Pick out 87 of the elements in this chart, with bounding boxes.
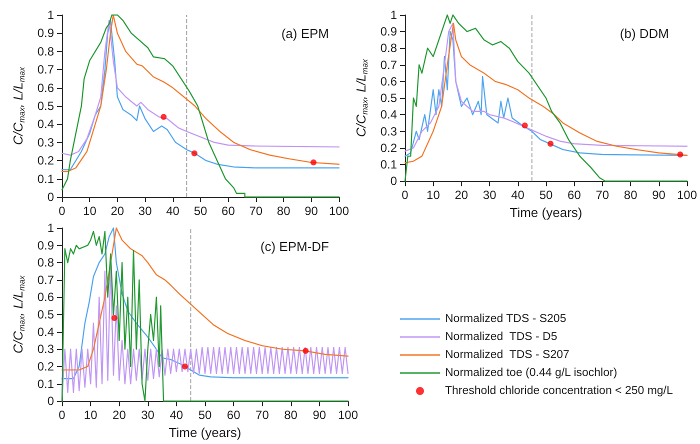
x-tick-label: 10 xyxy=(83,204,97,218)
y-tick-label: 0.8 xyxy=(37,256,54,270)
y-tick-label: 0.7 xyxy=(37,62,54,77)
point xyxy=(191,150,198,156)
legend-label: Normalized toe (0.44 g/L isochlor) xyxy=(445,367,618,379)
x-tick-label: 0 xyxy=(58,408,66,422)
y-tick-label: 0.7 xyxy=(37,272,54,287)
x-tick-label: 20 xyxy=(112,408,126,422)
y-tick-label: 0.3 xyxy=(37,342,54,356)
legend-label: Normalized TDS - S207 xyxy=(445,349,570,361)
point xyxy=(182,363,188,370)
x-axis-title: Time (years) xyxy=(510,205,582,220)
x-tick-label: 40 xyxy=(166,204,180,218)
legend-label: Threshold chloride concentration < 250 mg/L xyxy=(445,385,674,397)
y-tick-label: 0.4 xyxy=(37,117,54,132)
y-axis-title: C/Cmax, L/Lmax xyxy=(354,58,370,138)
x-tick-label: 70 xyxy=(596,188,610,202)
text: (a) EPM xyxy=(281,26,329,41)
y-tick-label: 0.4 xyxy=(380,108,398,122)
y-tick-label: 1 xyxy=(47,8,54,22)
y-tick-label: 0.5 xyxy=(37,99,54,113)
point xyxy=(677,152,684,158)
x-tick-label: 70 xyxy=(256,408,270,422)
x-tick-label: 20 xyxy=(454,188,468,202)
point xyxy=(522,122,528,128)
y-tick-label: 0.6 xyxy=(37,290,54,304)
y-tick-label: 0.9 xyxy=(37,26,54,40)
y-tick-label: 0 xyxy=(47,394,54,408)
y-tick-label: 0.1 xyxy=(37,172,54,186)
y-tick-label: 0.3 xyxy=(37,135,54,150)
y-tick-label: 0.6 xyxy=(37,80,54,95)
x-tick-label: 30 xyxy=(138,204,152,218)
x-tick-label: 100 xyxy=(338,408,358,422)
y-tick-label: 0.8 xyxy=(37,44,54,58)
legend-label: Normalized TDS - S205 xyxy=(445,313,566,325)
x-tick-label: 50 xyxy=(194,204,208,218)
x-tick-label: 0 xyxy=(58,204,66,218)
x-tick-label: 100 xyxy=(328,204,350,218)
x-tick-label: 80 xyxy=(624,188,638,202)
y-tick-label: 0.2 xyxy=(37,359,54,374)
y-tick-label: 1 xyxy=(390,8,398,22)
x-tick-label: 60 xyxy=(222,204,236,218)
x-tick-label: 50 xyxy=(539,188,553,202)
x-tick-label: 70 xyxy=(249,204,263,218)
y-axis-title: C/Cmax, L/Lmax xyxy=(10,66,26,145)
y-tick-label: 0.3 xyxy=(380,124,398,138)
y-tick-label: 0.1 xyxy=(37,376,54,391)
x-tick-label: 90 xyxy=(304,204,318,218)
y-tick-label: 0.9 xyxy=(37,238,54,252)
x-tick-label: 60 xyxy=(568,188,582,202)
text: (b) DDM xyxy=(620,26,670,41)
point xyxy=(302,348,309,354)
y-tick-label: 0 xyxy=(390,174,398,188)
x-tick-label: 90 xyxy=(312,408,326,422)
y-tick-label: 0.8 xyxy=(380,41,398,56)
x-tick-label: 20 xyxy=(110,204,124,218)
point xyxy=(310,159,317,166)
y-tick-label: 0.2 xyxy=(380,140,398,155)
y-axis-title: C/Cmax, L/Lmax xyxy=(10,274,26,354)
x-tick-label: 40 xyxy=(511,188,525,202)
y-tick-label: 0.5 xyxy=(37,308,54,322)
x-tick-label: 40 xyxy=(170,408,184,422)
point xyxy=(160,114,167,120)
y-tick-label: 0.6 xyxy=(380,74,398,88)
point xyxy=(111,315,118,322)
y-tick-label: 0.1 xyxy=(380,157,398,172)
y-tick-label: 0.7 xyxy=(380,58,398,72)
x-axis-title: Time (years) xyxy=(168,425,242,440)
text: (c) EPM-DF xyxy=(260,239,330,254)
x-tick-label: 100 xyxy=(676,188,698,202)
x-tick-label: 0 xyxy=(402,188,409,202)
x-tick-label: 30 xyxy=(482,188,497,202)
x-tick-label: 10 xyxy=(84,408,98,422)
x-tick-label: 30 xyxy=(141,408,155,422)
y-tick-label: 0.9 xyxy=(380,24,398,39)
x-tick-label: 10 xyxy=(426,188,440,202)
x-tick-label: 80 xyxy=(276,204,291,218)
x-tick-label: 90 xyxy=(652,188,666,202)
y-tick-label: 0.5 xyxy=(380,91,398,106)
point xyxy=(548,140,554,147)
x-tick-label: 80 xyxy=(284,408,298,422)
y-tick-label: 0.2 xyxy=(37,154,54,168)
x-tick-label: 50 xyxy=(198,408,212,422)
y-tick-label: 1 xyxy=(47,221,54,235)
y-tick-label: 0.4 xyxy=(37,324,54,339)
x-tick-label: 60 xyxy=(226,408,241,422)
legend-label: Normalized TDS - D5 xyxy=(445,331,558,343)
